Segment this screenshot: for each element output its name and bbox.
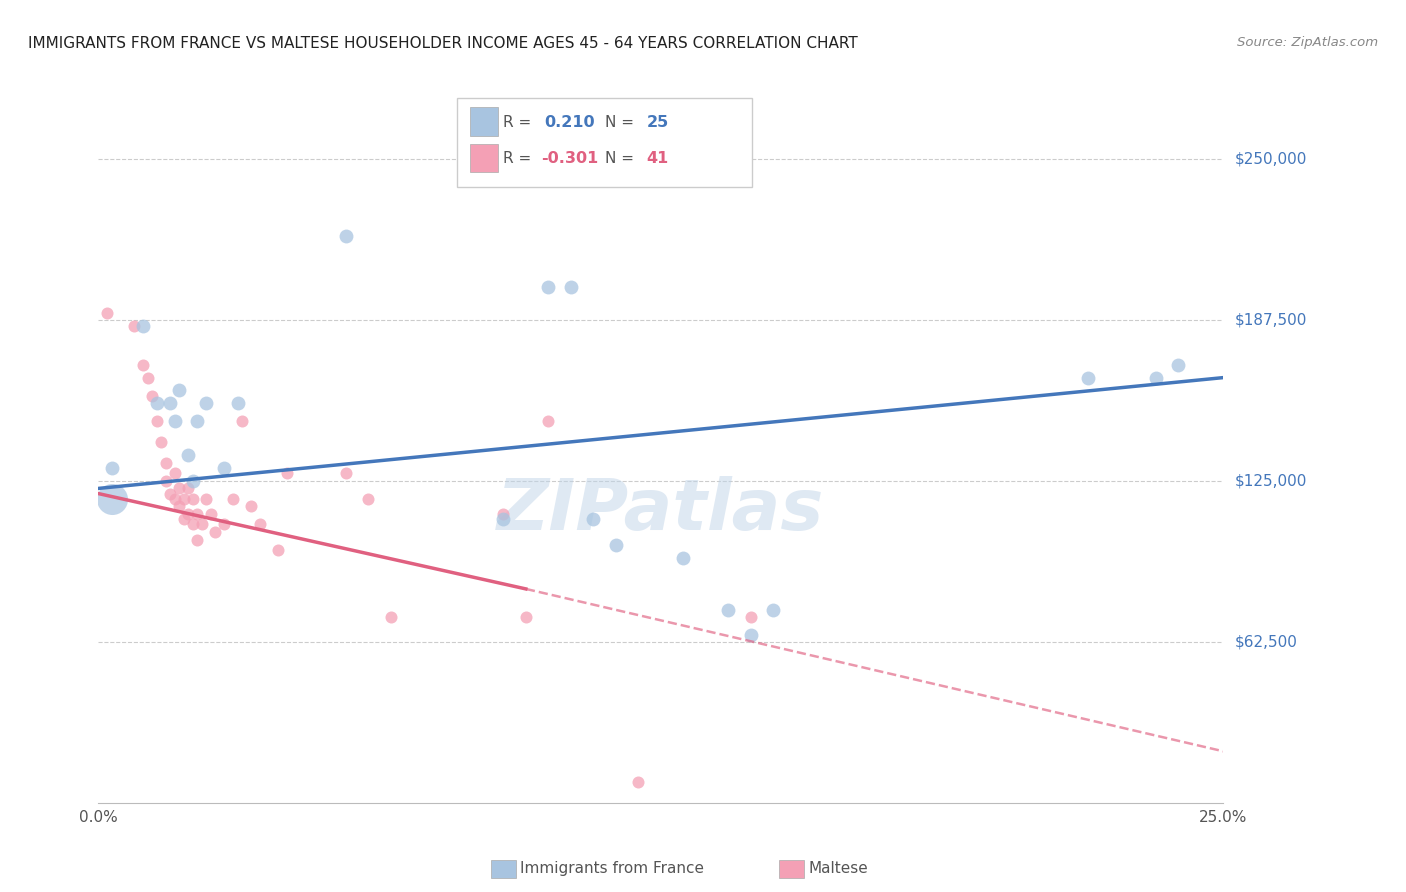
Point <box>1167 358 1189 372</box>
Point <box>267 543 290 558</box>
Text: $187,500: $187,500 <box>1234 312 1306 327</box>
Point <box>762 602 785 616</box>
Point <box>163 466 186 480</box>
Point <box>515 610 537 624</box>
Point <box>159 396 181 410</box>
Point <box>627 775 650 789</box>
Point <box>537 280 560 294</box>
Point <box>560 280 582 294</box>
Point <box>132 358 155 372</box>
Point <box>177 507 200 521</box>
Point <box>124 319 146 334</box>
Point <box>191 517 214 532</box>
Point <box>537 414 560 428</box>
Point <box>136 370 159 384</box>
Text: 0.210: 0.210 <box>544 115 595 129</box>
Point <box>740 628 762 642</box>
Point <box>169 482 191 496</box>
Point <box>163 491 186 506</box>
Point <box>240 500 263 514</box>
Point <box>740 610 762 624</box>
Point <box>1144 370 1167 384</box>
Point <box>150 435 173 450</box>
Point <box>132 319 155 334</box>
Point <box>186 414 208 428</box>
Point <box>222 491 245 506</box>
Point <box>159 486 181 500</box>
Point <box>163 414 186 428</box>
Point <box>155 474 177 488</box>
Text: IMMIGRANTS FROM FRANCE VS MALTESE HOUSEHOLDER INCOME AGES 45 - 64 YEARS CORRELAT: IMMIGRANTS FROM FRANCE VS MALTESE HOUSEH… <box>28 36 858 51</box>
Text: Immigrants from France: Immigrants from France <box>520 862 704 876</box>
Text: Maltese: Maltese <box>808 862 868 876</box>
Point <box>101 491 124 506</box>
Point <box>173 512 195 526</box>
Text: -0.301: -0.301 <box>541 152 599 166</box>
Point <box>195 396 218 410</box>
Text: N =: N = <box>605 152 638 166</box>
Point <box>146 414 169 428</box>
Text: R =: R = <box>503 115 537 129</box>
Point <box>226 396 249 410</box>
Point <box>177 448 200 462</box>
Point <box>181 517 204 532</box>
Point <box>101 460 124 475</box>
Point <box>177 482 200 496</box>
Text: N =: N = <box>605 115 638 129</box>
Point <box>492 512 515 526</box>
Point <box>200 507 222 521</box>
Text: R =: R = <box>503 152 537 166</box>
Point <box>1077 370 1099 384</box>
Text: Source: ZipAtlas.com: Source: ZipAtlas.com <box>1237 36 1378 49</box>
Point <box>181 491 204 506</box>
Point <box>214 517 236 532</box>
Point <box>141 389 163 403</box>
Point <box>380 610 402 624</box>
Point <box>335 228 357 243</box>
Text: $62,500: $62,500 <box>1234 634 1298 649</box>
Point <box>173 491 195 506</box>
Point <box>186 533 208 547</box>
Point <box>204 525 226 540</box>
Point <box>717 602 740 616</box>
Point <box>96 306 118 320</box>
Point <box>181 474 204 488</box>
Point <box>169 384 191 398</box>
Point <box>492 507 515 521</box>
Point <box>276 466 298 480</box>
Point <box>357 491 380 506</box>
Point <box>605 538 627 552</box>
Point <box>155 456 177 470</box>
Point <box>146 396 169 410</box>
Point <box>186 507 208 521</box>
Text: 25: 25 <box>647 115 669 129</box>
Point <box>249 517 271 532</box>
Text: 41: 41 <box>647 152 669 166</box>
Point <box>582 512 605 526</box>
Point <box>335 466 357 480</box>
Text: $125,000: $125,000 <box>1234 473 1306 488</box>
Text: $250,000: $250,000 <box>1234 151 1306 166</box>
Point <box>231 414 253 428</box>
Text: ZIPatlas: ZIPatlas <box>498 476 824 545</box>
Point <box>672 551 695 566</box>
Point <box>169 500 191 514</box>
Point <box>195 491 218 506</box>
Point <box>214 460 236 475</box>
